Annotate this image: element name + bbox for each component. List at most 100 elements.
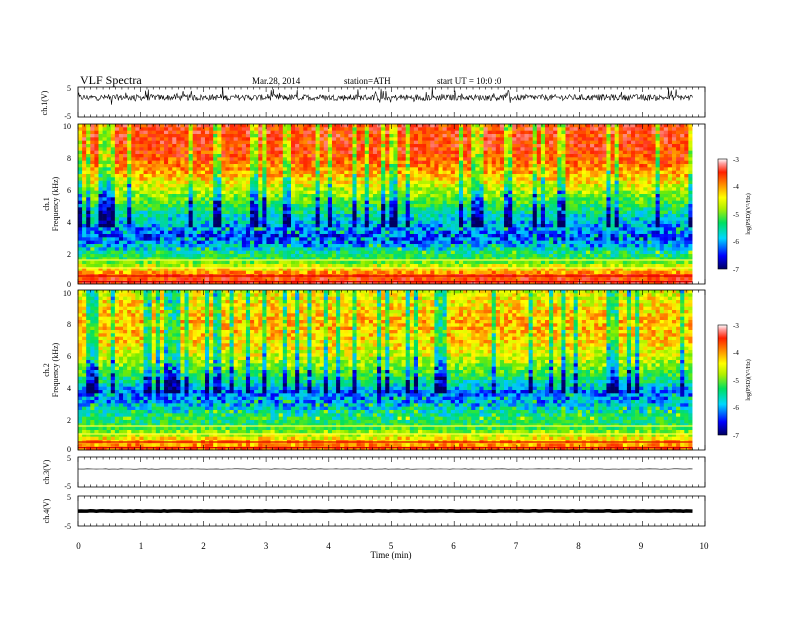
ch1-spectrogram-cell — [454, 137, 460, 141]
ch1-spectrogram-cell — [323, 164, 329, 168]
ch1-spectrogram-cell — [442, 170, 447, 175]
ch1-spectrogram-cell — [98, 194, 103, 198]
ch1-spectrogram-cell — [626, 174, 632, 178]
ch1-spectrogram-cell — [430, 204, 435, 208]
ch1-spectrogram-cell — [213, 220, 218, 225]
ch1-spectrogram-cell — [172, 174, 177, 178]
ch1-spectrogram-cell — [250, 214, 255, 218]
ch1-spectrogram-cell — [159, 130, 165, 135]
ch1-spectrogram-cell — [110, 234, 116, 238]
ch1-spectrogram-cell — [131, 187, 136, 191]
ch1-spectrogram-cell — [581, 160, 587, 165]
ch1-spectrogram-cell — [676, 150, 681, 155]
ch1-spectrogram-cell — [172, 144, 177, 148]
ch1-spectrogram-cell — [331, 137, 337, 141]
ch1-spectrogram-cell — [667, 207, 673, 211]
ch1-spectrogram-cell — [684, 190, 689, 195]
ch1-spectrogram-cell — [340, 167, 345, 171]
ch1-spectrogram-cell — [471, 140, 476, 145]
ch1-spectrogram-cell — [516, 184, 521, 188]
ch1-spectrogram-cell — [422, 170, 427, 175]
ch1-spectrogram-cell — [385, 144, 390, 148]
ch1-spectrogram-cell — [671, 174, 677, 178]
ch1-spectrogram-cell — [409, 137, 415, 141]
ch1-spectrogram-cell — [577, 194, 583, 198]
ch1-spectrogram-cell — [438, 207, 443, 211]
ch1-spectrogram-cell — [622, 127, 628, 131]
ch1-spectrogram-cell — [213, 197, 218, 201]
ch1-spectrogram-cell — [454, 170, 460, 175]
ch1-spectrogram-cell — [504, 137, 509, 141]
ch1-spectrogram-cell — [594, 154, 599, 158]
ch1-spectrogram-cell — [176, 190, 181, 195]
ch1-spectrogram-cell — [487, 157, 493, 161]
ch1-spectrogram-cell — [413, 180, 419, 185]
ch1-spectrogram-cell — [250, 147, 255, 151]
ch1-spectrogram-cell — [544, 147, 550, 151]
ch1-spectrogram-cell — [651, 220, 656, 225]
ch1-spectrogram-cell — [532, 127, 538, 131]
ch1-spectrogram-cell — [176, 224, 181, 228]
ch1-spectrogram-cell — [110, 184, 116, 188]
ch1-spectrogram-cell — [295, 230, 300, 235]
ch1-spectrogram-cell — [295, 154, 300, 158]
ch1-spectrogram-cell — [561, 144, 566, 148]
ch1-spectrogram-cell — [561, 200, 566, 205]
ch1-spectrogram-cell — [495, 194, 501, 198]
ch1-spectrogram-cell — [278, 134, 284, 138]
ch1-spectrogram-cell — [446, 180, 452, 185]
ch1-spectrogram-cell — [78, 160, 83, 165]
ch1-spectrogram-cell — [200, 234, 206, 238]
ch1-spectrogram-cell — [520, 187, 525, 191]
ch1-spectrogram-cell — [258, 167, 263, 171]
ch1-spectrogram-cell — [106, 204, 112, 208]
ch1-spectrogram-cell — [82, 224, 87, 228]
ch1-spectrogram-cell — [618, 180, 624, 185]
ch1-spectrogram-cell — [229, 177, 234, 181]
ch1-spectrogram-cell — [671, 200, 677, 205]
ch1-spectrogram-cell — [655, 227, 660, 231]
ch1-spectrogram-cell — [647, 134, 652, 138]
ch1-spectrogram-cell — [372, 154, 378, 158]
ch1-spectrogram-cell — [110, 217, 116, 221]
ch1-spectrogram-cell — [553, 210, 558, 215]
ch1-spectrogram-cell — [262, 160, 267, 165]
ch1-spectrogram-cell — [454, 157, 460, 161]
ch1-spectrogram-cell — [614, 230, 620, 235]
ch1-spectrogram-cell — [237, 197, 243, 201]
ch1-spectrogram-cell — [594, 134, 599, 138]
ch1-spectrogram-cell — [196, 130, 202, 135]
ch1-spectrogram-cell — [577, 170, 583, 175]
ch1-spectrogram-cell — [536, 167, 542, 171]
ch1-spectrogram-cell — [266, 190, 271, 195]
ch1-spectrogram-cell — [184, 184, 189, 188]
ch1-spectrogram-cell — [245, 127, 251, 131]
ch1-spectrogram-cell — [364, 177, 370, 181]
ch1-spectrogram-cell — [372, 137, 378, 141]
ch1-spectrogram-cell — [590, 220, 595, 225]
ch1-spectrogram-cell — [565, 194, 570, 198]
ch1-spectrogram-cell — [561, 137, 566, 141]
ch1-spectrogram-cell — [442, 210, 447, 215]
ch1-spectrogram-cell — [315, 197, 320, 201]
ch1-spectrogram-cell — [520, 147, 525, 151]
ch1-spectrogram-cell — [377, 150, 382, 155]
ch1-spectrogram-cell — [340, 177, 345, 181]
ch1-spectrogram-cell — [262, 210, 267, 215]
ch1-spectrogram-cell — [377, 177, 382, 181]
ch1-spectrogram-cell — [528, 214, 533, 218]
ch1-spectrogram-cell — [430, 207, 435, 211]
ch1-spectrogram-cell — [626, 217, 632, 221]
ch1-spectrogram-cell — [442, 150, 447, 155]
ch1-spectrogram-cell — [594, 140, 599, 145]
ch1-spectrogram-cell — [577, 150, 583, 155]
ch1-spectrogram-cell — [590, 180, 595, 185]
ch1-spectrogram-cell — [463, 184, 468, 188]
ch1-spectrogram-cell — [549, 187, 554, 191]
ch1-spectrogram-cell — [200, 130, 206, 135]
ch1-spectrogram-cell — [413, 150, 419, 155]
ch1-spectrogram-cell — [631, 147, 636, 151]
ch1-spectrogram-cell — [544, 157, 550, 161]
ch1-spectrogram-cell — [291, 194, 296, 198]
ch1-spectrogram-cell — [209, 190, 214, 195]
